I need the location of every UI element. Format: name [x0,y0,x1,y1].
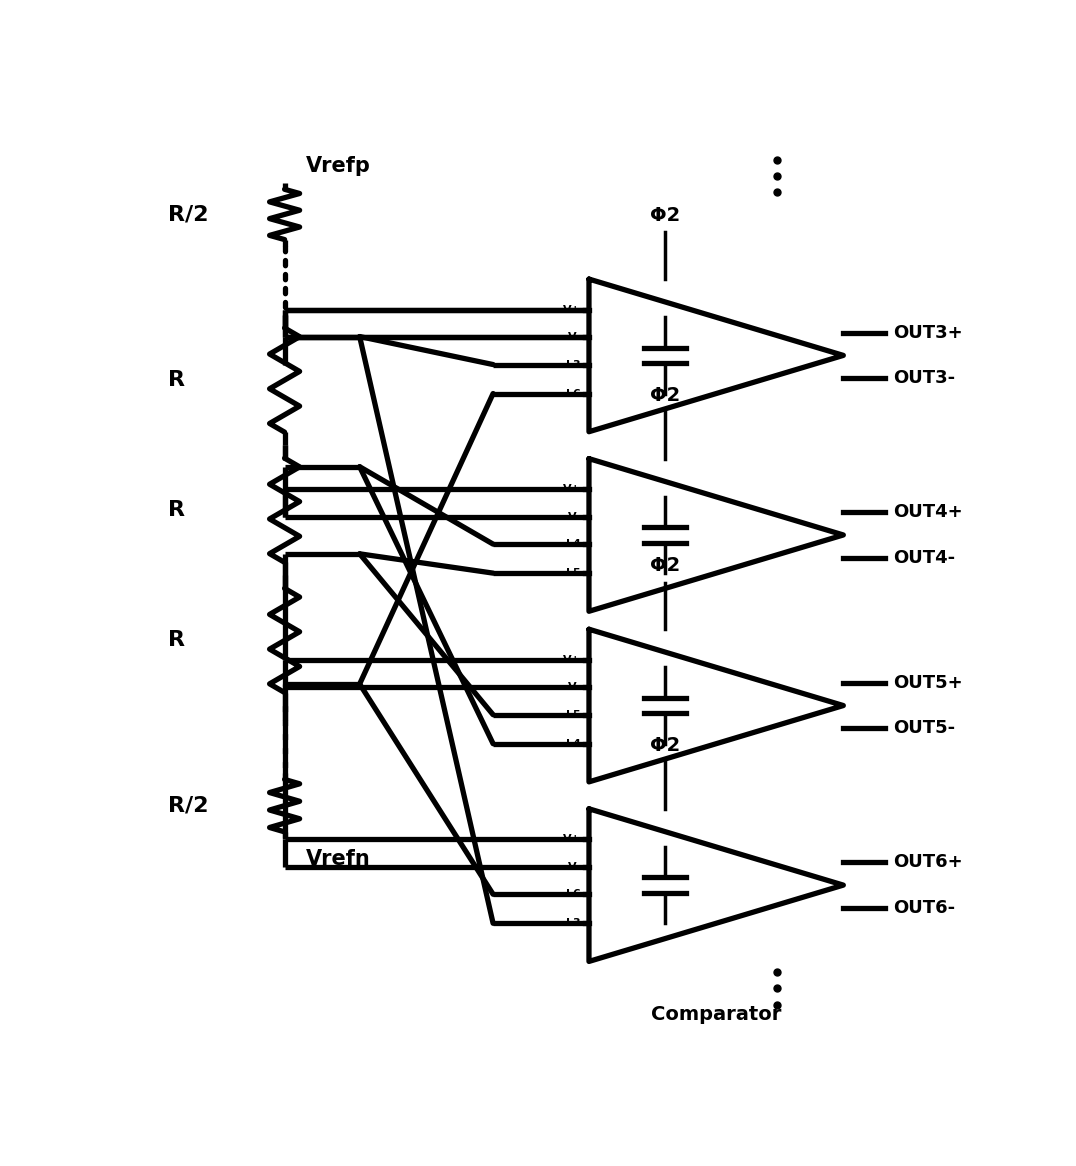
Text: Φ2: Φ2 [650,386,680,405]
Text: R: R [168,500,185,520]
Text: Vrefn: Vrefn [306,849,370,869]
Text: OUT4+: OUT4+ [893,503,963,521]
Text: V-: V- [568,332,581,342]
Text: V-: V- [568,512,581,521]
Text: V+: V+ [563,304,581,315]
Text: Vrefp: Vrefp [306,156,370,176]
Text: R/2: R/2 [168,795,209,816]
Text: OUT4-: OUT4- [893,549,955,567]
Text: V+: V+ [563,484,581,494]
Text: R/2: R/2 [168,204,209,224]
Text: OUT5+: OUT5+ [893,674,963,691]
Text: OUT5-: OUT5- [893,719,955,737]
Text: L5: L5 [566,710,581,719]
Text: Φ2: Φ2 [650,736,680,754]
Text: L3: L3 [566,359,581,370]
Text: Φ2: Φ2 [650,556,680,575]
Text: OUT6-: OUT6- [893,899,955,916]
Text: L4: L4 [566,739,581,749]
Text: R: R [168,631,185,651]
Text: Φ2: Φ2 [650,206,680,225]
Text: R: R [168,370,185,391]
Text: V+: V+ [563,655,581,665]
Text: OUT6+: OUT6+ [893,854,963,871]
Text: OUT3+: OUT3+ [893,323,963,342]
Text: L5: L5 [566,568,581,578]
Text: V-: V- [568,862,581,872]
Text: Comparator: Comparator [651,1005,781,1024]
Text: L6: L6 [566,388,581,399]
Text: OUT3-: OUT3- [893,370,955,387]
Text: V-: V- [568,682,581,693]
Text: L6: L6 [566,890,581,899]
Text: L4: L4 [566,539,581,549]
Text: V+: V+ [563,835,581,844]
Text: L3: L3 [566,919,581,928]
